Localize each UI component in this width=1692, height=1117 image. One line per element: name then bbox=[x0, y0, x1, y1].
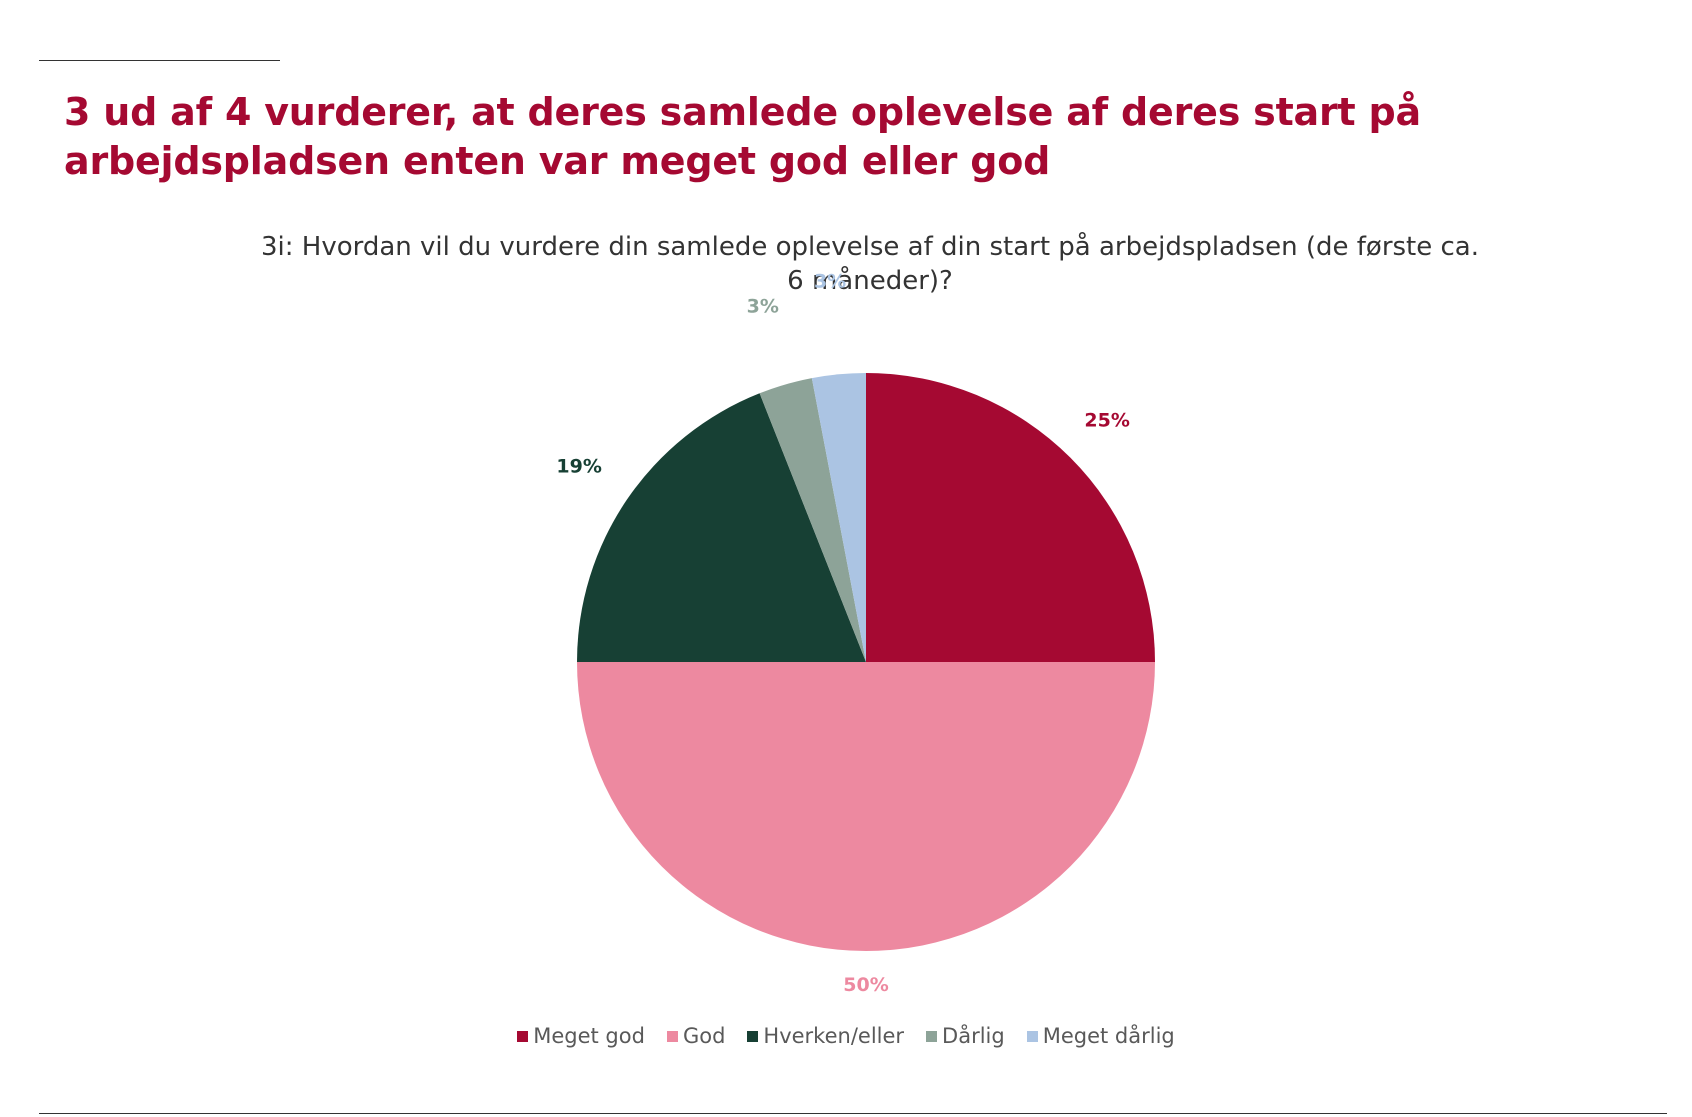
legend-swatch bbox=[926, 1030, 938, 1042]
legend-label: Hverken/eller bbox=[763, 1024, 905, 1048]
slice-label-meget-god: 25% bbox=[1084, 409, 1129, 431]
legend-label: Meget god bbox=[533, 1024, 645, 1048]
pie-slice-hverken-eller bbox=[577, 393, 866, 662]
legend-item: Dårlig bbox=[926, 1024, 1005, 1048]
bottom-divider bbox=[39, 1113, 1667, 1114]
legend-swatch bbox=[666, 1030, 678, 1042]
pie-slice-dårlig bbox=[759, 378, 866, 662]
legend-swatch bbox=[517, 1030, 529, 1042]
legend-item: Meget dårlig bbox=[1026, 1024, 1175, 1048]
slice-label-dårlig: 3% bbox=[747, 295, 779, 317]
top-divider bbox=[39, 60, 280, 61]
legend-label: God bbox=[682, 1024, 726, 1048]
chart-legend: Meget god God Hverken/eller Dårlig Meget dår… bbox=[0, 1024, 1692, 1048]
chart-title: 3i: Hvordan vil du vurdere din samlede o… bbox=[260, 232, 1479, 296]
legend-swatch bbox=[1026, 1030, 1038, 1042]
legend-label: Meget dårlig bbox=[1042, 1024, 1175, 1048]
slice-label-god: 50% bbox=[843, 974, 888, 996]
slice-label-meget-dårlig: 3% bbox=[814, 271, 846, 293]
slide-title: 3 ud af 4 vurderer, at deres samlede opl… bbox=[64, 90, 1421, 183]
legend-label: Dårlig bbox=[942, 1024, 1005, 1048]
legend-item: God bbox=[666, 1024, 726, 1048]
legend-swatch bbox=[747, 1030, 759, 1042]
pie-slice-god bbox=[577, 662, 1155, 951]
legend-item: Meget god bbox=[517, 1024, 645, 1048]
slice-label-hverken-eller: 19% bbox=[556, 456, 601, 478]
pie-slice-meget-dårlig bbox=[811, 373, 866, 662]
pie-slice-meget-god bbox=[866, 373, 1155, 662]
legend-item: Hverken/eller bbox=[747, 1024, 904, 1048]
